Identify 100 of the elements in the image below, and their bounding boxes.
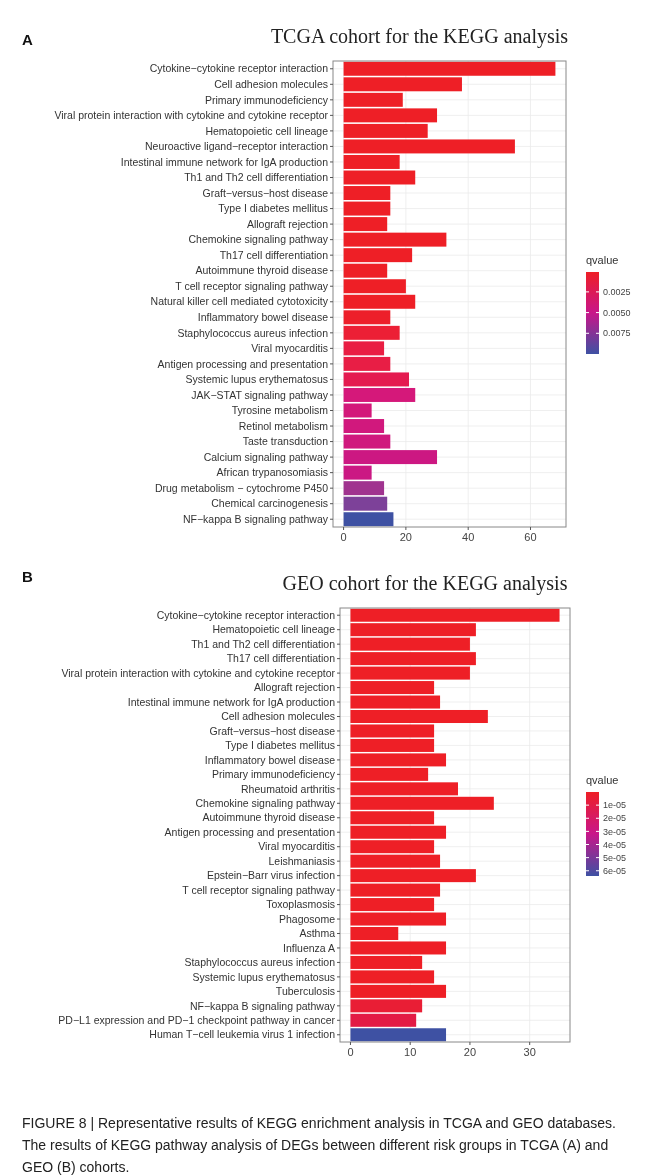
y-tick-label: Antigen processing and presentation xyxy=(164,825,336,838)
y-tick-label: Autoimmune thyroid disease xyxy=(195,264,329,277)
color-bar-title: qvalue xyxy=(586,254,619,266)
color-bar-label: 0.0025 xyxy=(603,287,631,298)
y-tick-label: Th1 and Th2 cell differentiation xyxy=(184,171,329,184)
bar xyxy=(350,1013,417,1027)
bar xyxy=(343,186,391,201)
bar xyxy=(343,325,400,340)
y-tick-label: Staphylococcus aureus infection xyxy=(184,956,336,969)
y-tick-label: T cell receptor signaling pathway xyxy=(175,279,329,292)
y-tick-label: Allograft rejection xyxy=(253,681,336,694)
y-tick-label: Leishmaniasis xyxy=(268,854,335,867)
y-tick-label: Cell adhesion molecules xyxy=(214,77,328,90)
bar xyxy=(343,419,385,434)
y-tick-label: NF−kappa B signaling pathway xyxy=(189,999,336,1012)
y-tick-label: Systemic lupus erythematosus xyxy=(192,970,335,983)
y-tick-label: Antigen processing and presentation xyxy=(157,357,329,370)
bar xyxy=(343,481,385,496)
caption: FIGURE 8 | Representative results of KEGG enrichment analysis in TCGA and GEO databases. The results of KEGG pathway analysis of DEGs between different risk groups in TCGA (A) and GEO (B) cohorts. xyxy=(22,1115,616,1175)
y-tick-label: Intestinal immune network for IgA production xyxy=(127,695,336,708)
y-tick-label: Autoimmune thyroid disease xyxy=(202,811,336,824)
y-tick-label: Cytokine−cytokine receptor interaction xyxy=(156,608,336,621)
y-tick-label: Graft−versus−host disease xyxy=(202,186,329,199)
bar xyxy=(350,999,423,1013)
bar xyxy=(343,465,372,480)
y-tick-label: Tyrosine metabolism xyxy=(231,404,329,417)
bar xyxy=(350,984,447,998)
color-bar-label: 0.0075 xyxy=(603,328,631,339)
y-tick-label: Viral myocarditis xyxy=(251,342,328,355)
color-bar-label: 1e-05 xyxy=(603,800,627,811)
y-tick-label: Inflammatory bowel disease xyxy=(204,753,336,766)
x-tick-label: 10 xyxy=(404,1046,417,1058)
y-tick-label: Hematopoietic cell lineage xyxy=(212,623,336,636)
y-tick-label: Chemical carcinogenesis xyxy=(211,497,328,510)
y-tick-label: Asthma xyxy=(299,927,336,940)
x-tick-label: 0 xyxy=(347,1046,354,1058)
y-tick-label: Neuroactive ligand−receptor interaction xyxy=(145,140,329,153)
bar xyxy=(343,341,385,356)
x-tick-label: 30 xyxy=(523,1046,536,1058)
y-tick-label: T cell receptor signaling pathway xyxy=(182,883,336,896)
y-tick-label: Chemokine signaling pathway xyxy=(195,796,336,809)
color-bar-title: qvalue xyxy=(586,774,619,786)
text: A xyxy=(22,31,33,48)
x-tick-label: 20 xyxy=(399,531,413,543)
bar xyxy=(343,170,416,185)
x-tick-label: 20 xyxy=(463,1046,477,1058)
y-tick-label: Th17 cell differentiation xyxy=(226,652,336,665)
y-tick-label: PD−L1 expression and PD−1 checkpoint pathway in cancer xyxy=(58,1013,336,1026)
y-tick-label: Rheumatoid arthritis xyxy=(241,782,335,795)
y-tick-label: Allograft rejection xyxy=(246,217,329,230)
x-tick-label: 40 xyxy=(462,531,475,543)
text: B xyxy=(22,568,33,585)
y-tick-label: Epstein−Barr virus infection xyxy=(206,869,336,882)
y-tick-label: Intestinal immune network for IgA production xyxy=(120,155,329,168)
chart-title: GEO cohort for the KEGG analysis xyxy=(282,572,568,595)
y-tick-label: Primary immunodeficiency xyxy=(204,93,329,106)
y-tick-label: Primary immunodeficiency xyxy=(211,768,336,781)
bar xyxy=(343,387,416,402)
bar xyxy=(343,512,394,527)
y-tick-label: Systemic lupus erythematosus xyxy=(185,373,328,386)
y-tick-label: Drug metabolism − cytochrome P450 xyxy=(154,481,329,494)
x-tick-label: 0 xyxy=(340,531,347,543)
x-tick-label: 60 xyxy=(524,531,537,543)
y-tick-label: JAK−STAT signaling pathway xyxy=(191,388,329,401)
y-tick-label: Influenza A xyxy=(283,941,335,954)
y-tick-label: Natural killer cell mediated cytotoxicity xyxy=(150,295,329,308)
y-tick-label: Cell adhesion molecules xyxy=(221,710,335,723)
color-bar-label: 6e-05 xyxy=(603,865,627,876)
y-tick-label: Tuberculosis xyxy=(275,985,335,998)
y-tick-label: Human T−cell leukemia virus 1 infection xyxy=(149,1028,336,1041)
y-tick-label: Type I diabetes mellitus xyxy=(225,739,335,752)
color-bar-label: 3e-05 xyxy=(603,826,627,837)
y-tick-label: Hematopoietic cell lineage xyxy=(205,124,329,137)
y-tick-label: Staphylococcus aureus infection xyxy=(177,326,329,339)
bar xyxy=(350,1028,447,1042)
y-tick-label: Th1 and Th2 cell differentiation xyxy=(191,637,336,650)
y-tick-label: Type I diabetes mellitus xyxy=(218,202,328,215)
y-tick-label: Inflammatory bowel disease xyxy=(197,310,329,323)
y-tick-label: Chemokine signaling pathway xyxy=(188,233,329,246)
color-bar-label: 0.0050 xyxy=(603,307,631,318)
chart-title: TCGA cohort for the KEGG analysis xyxy=(270,25,569,48)
bar xyxy=(343,403,372,418)
color-bar-label: 2e-05 xyxy=(603,813,627,824)
y-tick-label: Phagosome xyxy=(278,912,336,925)
y-tick-label: Viral protein interaction with cytokine and cytokine receptor xyxy=(61,666,336,679)
y-tick-label: Graft−versus−host disease xyxy=(209,724,336,737)
y-tick-label: Viral myocarditis xyxy=(258,840,335,853)
bar xyxy=(343,154,400,169)
color-bar-label: 5e-05 xyxy=(603,852,627,863)
y-tick-label: Calcium signaling pathway xyxy=(203,450,329,463)
y-tick-label: Viral protein interaction with cytokine and cytokine receptor xyxy=(54,109,329,122)
y-tick-label: Th17 cell differentiation xyxy=(219,248,329,261)
y-tick-label: African trypanosomiasis xyxy=(216,466,328,479)
color-bar-label: 4e-05 xyxy=(603,839,627,850)
y-tick-label: Retinol metabolism xyxy=(238,419,329,432)
bar xyxy=(343,496,388,511)
y-tick-label: Toxoplasmosis xyxy=(266,898,335,911)
y-tick-label: Cytokine−cytokine receptor interaction xyxy=(149,62,329,75)
y-tick-label: Taste transduction xyxy=(242,435,329,448)
y-tick-label: NF−kappa B signaling pathway xyxy=(182,512,329,525)
